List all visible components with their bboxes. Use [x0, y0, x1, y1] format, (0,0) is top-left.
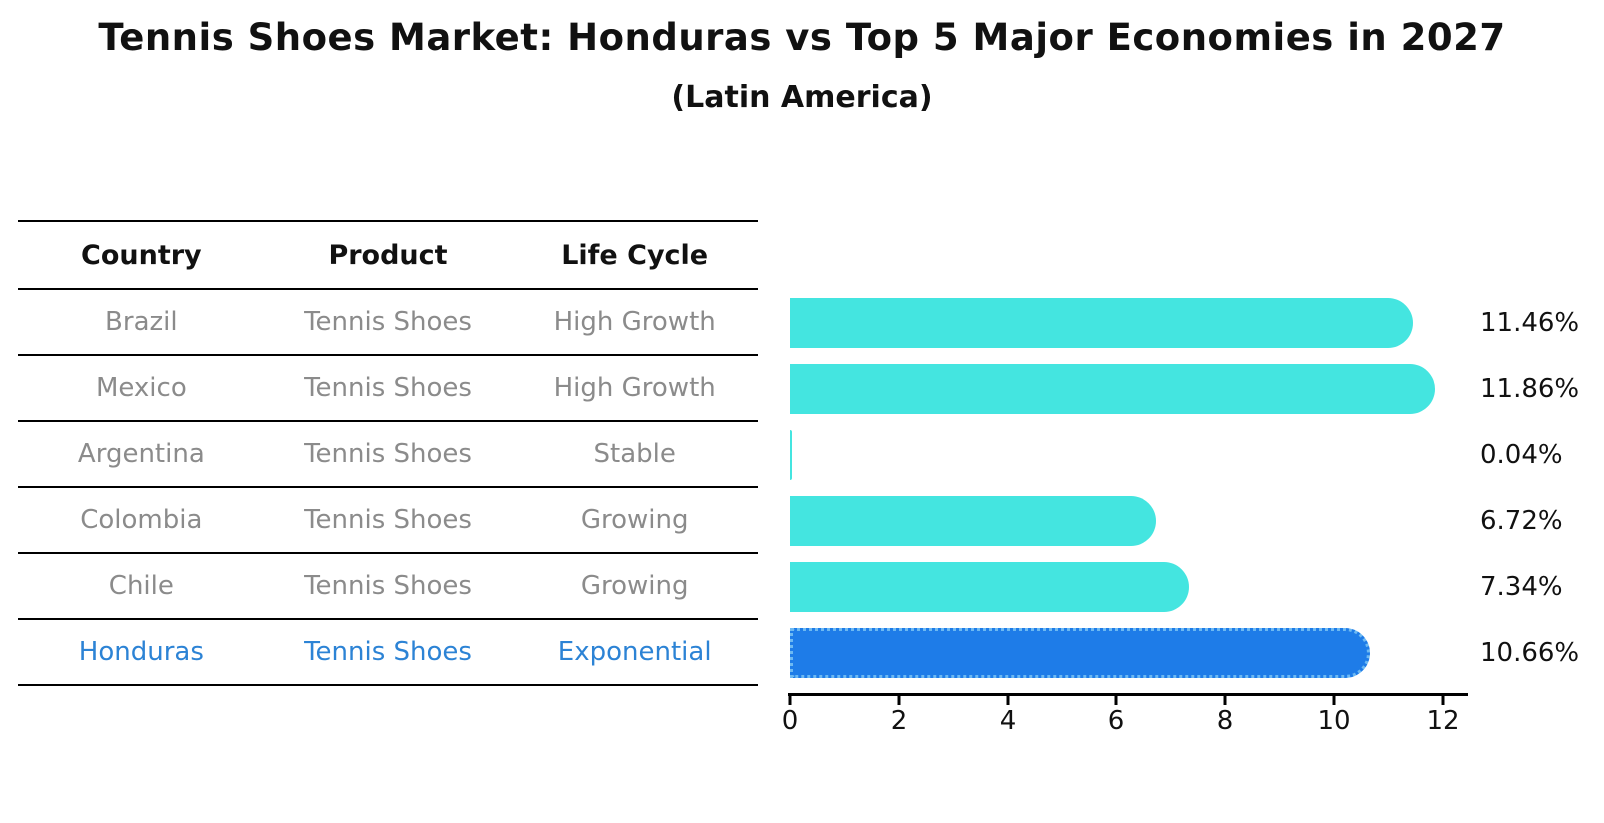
table-cell-product: Tennis Shoes	[304, 373, 472, 403]
table-cell-country: Brazil	[105, 307, 178, 337]
x-axis-line	[788, 693, 1468, 696]
bar-value-label: 0.04%	[1480, 440, 1563, 470]
x-axis-tick	[1006, 696, 1010, 705]
table-header-row: Country Product Life Cycle	[18, 220, 758, 290]
bar-honduras	[790, 628, 1370, 678]
chart-subtitle: (Latin America)	[671, 80, 933, 115]
bar-value-label: 11.46%	[1480, 308, 1580, 338]
x-axis-tick-label: 6	[1107, 706, 1125, 736]
bar-value-label: 6.72%	[1480, 506, 1563, 536]
table-cell-life-cycle: Stable	[593, 439, 676, 469]
table-row-mexico: Mexico Tennis Shoes High Growth	[18, 356, 758, 422]
table-cell-life-cycle: High Growth	[553, 307, 716, 337]
table-cell-product: Tennis Shoes	[304, 571, 472, 601]
x-axis-tick-label: 10	[1317, 706, 1351, 736]
table-row-argentina: Argentina Tennis Shoes Stable	[18, 422, 758, 488]
bar-brazil	[790, 298, 1414, 348]
bar-value-label: 7.34%	[1480, 572, 1563, 602]
x-axis-tick-label: 4	[999, 706, 1017, 736]
country-table: Country Product Life Cycle Brazil Tennis…	[18, 220, 758, 686]
table-cell-life-cycle: High Growth	[553, 373, 716, 403]
table-cell-life-cycle: Growing	[580, 505, 689, 535]
table-cell-product: Tennis Shoes	[304, 637, 472, 667]
table-cell-product: Tennis Shoes	[304, 505, 472, 535]
table-cell-country: Argentina	[77, 439, 205, 469]
bar-mexico	[790, 364, 1436, 414]
table-cell-country: Colombia	[80, 505, 203, 535]
table-cell-country: Honduras	[78, 637, 204, 667]
table-row-chile: Chile Tennis Shoes Growing	[18, 554, 758, 620]
table-header-country: Country	[81, 239, 202, 271]
table-row-colombia: Colombia Tennis Shoes Growing	[18, 488, 758, 554]
table-header-product: Product	[328, 239, 448, 271]
x-axis-tick-label: 0	[781, 706, 799, 736]
chart-title: Tennis Shoes Market: Honduras vs Top 5 M…	[98, 16, 1506, 59]
table-cell-country: Mexico	[95, 373, 187, 403]
table-cell-life-cycle: Exponential	[557, 637, 712, 667]
x-axis-tick	[788, 696, 792, 705]
bar-value-label: 11.86%	[1480, 374, 1580, 404]
bar-argentina	[790, 430, 793, 480]
x-axis-tick	[1332, 696, 1336, 705]
x-axis-tick	[1223, 696, 1227, 705]
x-axis-tick	[1114, 696, 1118, 705]
x-axis-tick	[1441, 696, 1445, 705]
bar-chart: 11.46% 11.86% 0.04% 6.72% 7.34% 10.66% 0…	[782, 290, 1600, 790]
table-cell-product: Tennis Shoes	[304, 307, 472, 337]
bar-chile	[790, 562, 1190, 612]
table-row-honduras: Honduras Tennis Shoes Exponential	[18, 620, 758, 686]
x-axis-tick-label: 12	[1426, 706, 1460, 736]
x-axis-tick-label: 2	[890, 706, 908, 736]
bar-value-label: 10.66%	[1480, 638, 1580, 668]
x-axis-tick-label: 8	[1216, 706, 1234, 736]
table-cell-life-cycle: Growing	[580, 571, 689, 601]
table-cell-product: Tennis Shoes	[304, 439, 472, 469]
x-axis-tick	[897, 696, 901, 705]
bar-colombia	[790, 496, 1156, 546]
table-header-life-cycle: Life Cycle	[561, 239, 709, 271]
table-cell-country: Chile	[108, 571, 174, 601]
table-row-brazil: Brazil Tennis Shoes High Growth	[18, 290, 758, 356]
